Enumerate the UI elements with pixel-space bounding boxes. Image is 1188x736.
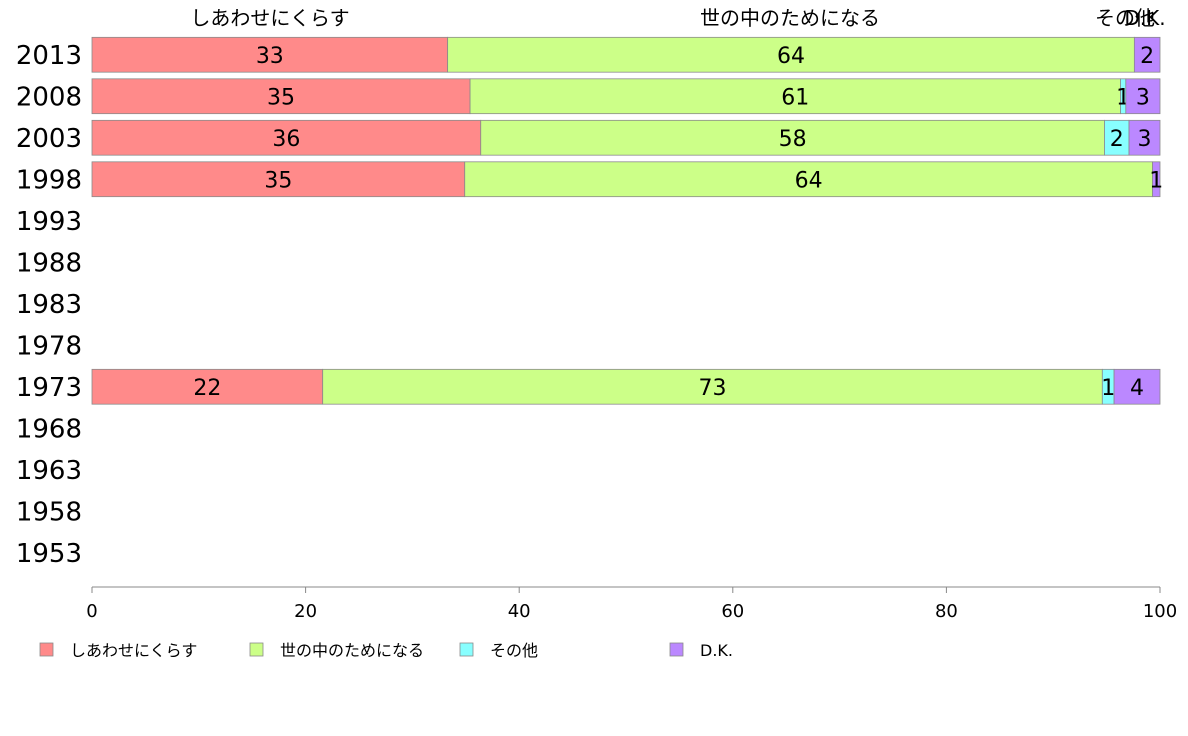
- legend: しあわせにくらす 世の中のためになる その他 D.K.: [39, 641, 733, 660]
- bar-2003-series-1: [480, 119, 1105, 156]
- data-label-1973-series-1: 73: [699, 376, 727, 401]
- data-label-2003-series-3: 3: [1138, 127, 1152, 152]
- data-label-1973-series-2: 1: [1101, 376, 1115, 401]
- data-label-1998-series-1: 64: [795, 168, 823, 193]
- data-label-1998-series-3: 1: [1149, 168, 1163, 193]
- legend-swatch-2: [459, 642, 474, 657]
- y-tick-label-1988: 1988: [16, 248, 82, 278]
- top-label-series-1: 世の中のためになる: [700, 6, 880, 30]
- y-tick-label-1958: 1958: [16, 497, 82, 527]
- bar-2013-series-1: [447, 36, 1135, 73]
- x-tick-label-20: 20: [294, 601, 317, 622]
- bar-1973-series-1: [322, 368, 1103, 405]
- bar-2003-series-3: [1128, 119, 1161, 156]
- y-tick-label-1998: 1998: [16, 165, 82, 195]
- legend-label-3: D.K.: [700, 641, 733, 660]
- bar-1973-series-0: [91, 368, 324, 405]
- y-axis-labels: 2013 2008 2003 1998 1993 1988 1983 1978 1973 1968…: [16, 41, 82, 569]
- legend-label-2: その他: [490, 641, 538, 660]
- data-label-2013-series-3: 2: [1140, 44, 1154, 69]
- x-tick-label-80: 80: [935, 601, 958, 622]
- top-label-series-2: その他: [1095, 6, 1155, 30]
- x-tick-label-40: 40: [508, 601, 531, 622]
- y-tick-label-1983: 1983: [16, 290, 82, 320]
- bar-2013-series-0: [91, 36, 449, 73]
- y-tick-label-1973: 1973: [16, 373, 82, 403]
- bars: 33 64 235 61 1 336 58 2 335 64 122 73 1 4: [91, 36, 1163, 405]
- legend-label-0: しあわせにくらす: [70, 641, 197, 660]
- bar-2013-series-3: [1133, 36, 1161, 73]
- x-tick-label-100: 100: [1143, 601, 1177, 622]
- bar-1998-series-0: [91, 161, 466, 198]
- y-tick-label-2008: 2008: [16, 82, 82, 112]
- data-label-2008-series-1: 61: [781, 85, 809, 110]
- data-label-2003-series-2: 2: [1110, 127, 1124, 152]
- bar-1998-series-3: [1152, 161, 1161, 198]
- x-axis: 0 20 40 60 80 100: [86, 586, 1177, 622]
- y-tick-label-2003: 2003: [16, 124, 82, 154]
- bar-1973-series-3: [1113, 368, 1161, 405]
- data-label-2013-series-1: 64: [777, 44, 805, 69]
- bar-2008-series-3: [1125, 78, 1161, 115]
- y-tick-label-1963: 1963: [16, 456, 82, 486]
- data-label-1973-series-3: 4: [1130, 376, 1144, 401]
- data-label-2003-series-1: 58: [779, 127, 807, 152]
- legend-swatch-1: [249, 642, 264, 657]
- bar-2003-series-2: [1104, 119, 1130, 156]
- bar-2008-series-1: [469, 78, 1121, 115]
- top-label-series-3: D.K.: [1124, 6, 1165, 30]
- data-label-1973-series-0: 22: [193, 376, 221, 401]
- data-label-2013-series-0: 33: [256, 44, 284, 69]
- x-tick-label-60: 60: [721, 601, 744, 622]
- legend-swatch-0: [39, 642, 54, 657]
- y-tick-label-2013: 2013: [16, 41, 82, 71]
- legend-swatch-3: [669, 642, 684, 657]
- y-tick-label-1993: 1993: [16, 207, 82, 237]
- data-label-2008-series-3: 3: [1136, 85, 1150, 110]
- y-tick-label-1978: 1978: [16, 331, 82, 361]
- x-tick-label-0: 0: [86, 601, 97, 622]
- legend-label-1: 世の中のためになる: [280, 641, 424, 660]
- data-label-2003-series-0: 36: [272, 127, 300, 152]
- y-tick-label-1953: 1953: [16, 539, 82, 569]
- bar-2003-series-0: [91, 119, 482, 156]
- bar-1998-series-1: [464, 161, 1153, 198]
- data-label-2008-series-0: 35: [267, 85, 295, 110]
- bar-2008-series-0: [91, 78, 471, 115]
- data-label-1998-series-0: 35: [264, 168, 292, 193]
- y-tick-label-1968: 1968: [16, 414, 82, 444]
- top-label-series-0: しあわせにくらす: [190, 6, 349, 30]
